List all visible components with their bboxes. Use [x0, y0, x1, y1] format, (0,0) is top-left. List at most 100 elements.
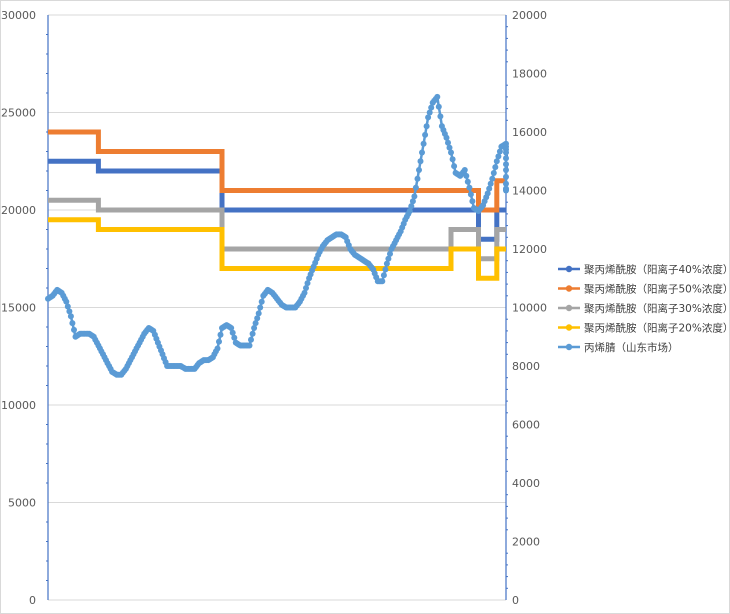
data-point [503, 185, 509, 192]
data-point [382, 266, 389, 273]
data-point [231, 334, 238, 341]
data-point [489, 175, 496, 182]
legend-item: 聚丙烯酰胺（阳离子40%浓度） [558, 263, 730, 276]
data-point [251, 325, 258, 331]
data-point [469, 198, 476, 205]
data-point [435, 103, 442, 110]
data-point [414, 175, 421, 182]
data-point [426, 109, 433, 116]
data-point [249, 330, 256, 337]
y-right-tick-label: 0 [512, 594, 519, 607]
data-point [492, 164, 499, 171]
y-right-tick-label: 10000 [512, 302, 547, 315]
data-point [446, 144, 453, 151]
data-point [385, 255, 392, 262]
y-right-tick-label: 20000 [512, 9, 547, 22]
data-point [434, 93, 441, 100]
y-right-tick-label: 6000 [512, 419, 540, 432]
y-right-tick-label: 16000 [512, 126, 547, 139]
legend-marker [565, 324, 573, 331]
data-point [437, 113, 444, 120]
data-point [66, 308, 73, 315]
data-point [69, 320, 76, 327]
data-point [428, 104, 435, 111]
data-point [486, 185, 493, 192]
data-point [445, 139, 451, 146]
data-point [412, 184, 419, 191]
y-left-tick-label: 0 [29, 594, 36, 607]
data-point [417, 158, 424, 165]
legend-marker [565, 304, 573, 312]
data-point [257, 304, 264, 311]
data-point [254, 315, 261, 322]
data-point [214, 345, 221, 352]
data-point [484, 190, 491, 197]
data-point [246, 342, 253, 349]
data-point [461, 167, 468, 173]
data-point [503, 161, 509, 168]
data-point [463, 172, 470, 179]
data-point [380, 272, 387, 279]
data-point [496, 148, 503, 155]
legend-marker [565, 285, 573, 292]
series-line-2 [48, 129, 506, 213]
legend-item: 丙烯腈（山东市场） [558, 341, 679, 354]
data-point [248, 336, 254, 343]
data-point [409, 198, 416, 205]
data-point [451, 163, 458, 170]
data-point [422, 131, 429, 138]
data-point [425, 114, 432, 121]
y-left-tick-label: 10000 [1, 399, 36, 412]
y-left-tick-label: 15000 [1, 302, 36, 315]
data-point [490, 170, 497, 176]
data-point [503, 155, 509, 162]
data-point [416, 167, 422, 173]
data-point [503, 167, 509, 173]
data-point [255, 310, 262, 317]
data-point [229, 329, 236, 336]
data-point [216, 338, 222, 345]
legend: 聚丙烯酰胺（阳离子40%浓度） 聚丙烯酰胺（阳离子50%浓度） 聚丙烯酰胺（阳离子3… [558, 263, 730, 354]
y-right-tick-label: 8000 [512, 360, 540, 373]
y-right-tick-label: 4000 [512, 477, 540, 490]
y-right-tick-label: 14000 [512, 185, 547, 198]
data-point [503, 149, 509, 156]
data-point [466, 184, 473, 191]
data-point [379, 278, 386, 285]
legend-marker [565, 265, 573, 273]
data-point [252, 320, 259, 327]
data-point [443, 134, 450, 141]
data-point [503, 180, 509, 187]
y-left-tick-label: 20000 [1, 204, 36, 217]
data-point [228, 325, 235, 331]
data-point [449, 156, 456, 163]
y-left-tick-label: 5000 [8, 497, 36, 510]
y-left-tick-label: 30000 [1, 9, 36, 22]
data-point [304, 280, 311, 287]
data-point [487, 180, 494, 187]
series-line-4 [48, 217, 506, 281]
y-right-tick-label: 18000 [512, 68, 547, 81]
data-point [64, 303, 71, 310]
y-right-tick-label: 12000 [512, 243, 547, 256]
data-point [383, 260, 390, 267]
legend-item: 聚丙烯酰胺（阳离子20%浓度） [558, 322, 730, 335]
legend-label: 聚丙烯酰胺（阳离子50%浓度） [584, 283, 730, 296]
data-point [423, 123, 430, 130]
legend-label: 聚丙烯酰胺（阳离子40%浓度） [584, 263, 730, 276]
series-line-5 [47, 95, 508, 377]
data-point [217, 331, 224, 338]
series-layer [45, 93, 509, 378]
data-point [408, 203, 415, 210]
legend-item: 聚丙烯酰胺（阳离子50%浓度） [558, 283, 730, 296]
y-right-tick-label: 2000 [512, 536, 540, 549]
legend-label: 丙烯腈（山东市场） [584, 341, 679, 354]
data-point [67, 313, 74, 320]
data-point [406, 208, 413, 214]
data-point [301, 289, 308, 296]
data-point [503, 173, 509, 180]
data-point [63, 298, 70, 305]
legend-label: 聚丙烯酰胺（阳离子30%浓度） [584, 302, 730, 315]
data-point [71, 326, 77, 333]
data-point [467, 191, 474, 198]
